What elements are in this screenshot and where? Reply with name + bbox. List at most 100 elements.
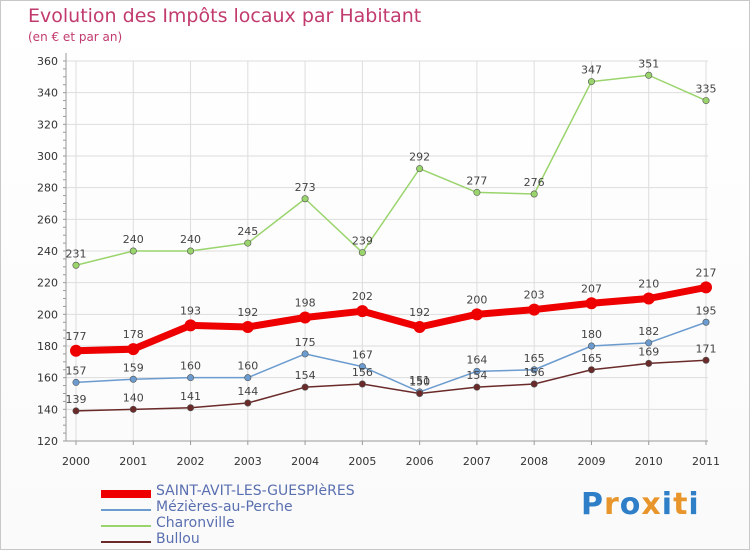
- x-tick-label: 2007: [463, 455, 491, 468]
- legend-swatch: [101, 541, 151, 543]
- legend-label: Mézières-au-Perche: [156, 499, 293, 515]
- y-tick-label: 140: [37, 403, 58, 416]
- chart-title: Evolution des Impôts locaux par Habitant: [28, 5, 422, 27]
- data-label: 351: [638, 57, 659, 70]
- x-tick-label: 2009: [577, 455, 605, 468]
- data-point: [184, 319, 197, 332]
- data-point: [700, 281, 712, 294]
- legend-label: Bullou: [156, 531, 200, 547]
- y-tick-label: 120: [37, 435, 58, 448]
- data-point: [244, 374, 252, 382]
- series-line: [75, 359, 707, 412]
- data-point: [129, 375, 137, 383]
- data-point: [187, 374, 195, 382]
- data-label: 276: [524, 176, 545, 189]
- x-tick-label: 2010: [635, 455, 663, 468]
- legend-label: SAINT-AVIT-LES-GUESPIèRES: [156, 483, 355, 499]
- data-point: [645, 71, 653, 79]
- data-point: [129, 247, 137, 255]
- data-point: [129, 405, 137, 413]
- series-line: [75, 283, 707, 355]
- y-tick-label: 220: [37, 277, 58, 290]
- logo-letter: x: [641, 487, 662, 522]
- y-tick-label: 300: [37, 150, 58, 163]
- data-point: [187, 247, 195, 255]
- data-label: 154: [295, 369, 316, 382]
- y-tick-label: 240: [37, 245, 58, 258]
- data-point: [530, 380, 538, 388]
- legend-label: Charonville: [156, 515, 235, 531]
- y-tick-label: 280: [37, 182, 58, 195]
- data-point: [702, 97, 710, 105]
- logo-letter: r: [604, 487, 620, 522]
- data-point: [299, 311, 312, 324]
- legend-swatch: [101, 490, 151, 498]
- data-label: 160: [237, 360, 258, 373]
- data-label: 156: [524, 366, 545, 379]
- data-point: [416, 165, 424, 173]
- x-tick-label: 2002: [177, 455, 205, 468]
- data-point: [585, 297, 598, 310]
- x-tick-label: 2008: [520, 455, 548, 468]
- data-label: 178: [123, 328, 144, 341]
- series-line: [75, 74, 707, 266]
- legend-swatch: [101, 509, 151, 511]
- data-label: 192: [409, 306, 430, 319]
- data-point: [473, 367, 481, 375]
- proxiti-logo: Proxiti: [581, 487, 700, 522]
- data-label: 175: [295, 336, 316, 349]
- data-label: 202: [352, 290, 373, 303]
- x-tick-label: 2000: [62, 455, 90, 468]
- y-tick-label: 180: [37, 340, 58, 353]
- data-point: [702, 356, 710, 364]
- data-point: [72, 378, 80, 386]
- data-label: 160: [180, 360, 201, 373]
- data-label: 277: [466, 174, 487, 187]
- data-label: 195: [696, 304, 717, 317]
- data-label: 164: [466, 353, 487, 366]
- data-point: [70, 344, 82, 357]
- data-label: 141: [180, 390, 201, 403]
- data-point: [72, 407, 80, 415]
- y-tick-label: 200: [37, 308, 58, 321]
- data-point: [301, 350, 309, 358]
- x-tick-label: 2005: [348, 455, 376, 468]
- data-point: [301, 195, 309, 203]
- logo-letter: o: [619, 487, 642, 522]
- y-tick-label: 160: [37, 372, 58, 385]
- data-label: 198: [295, 297, 316, 310]
- logo-letter: P: [581, 487, 604, 522]
- data-point: [187, 404, 195, 412]
- data-point: [356, 305, 369, 318]
- data-point: [473, 188, 481, 196]
- data-point: [72, 261, 80, 269]
- data-point: [528, 303, 541, 316]
- data-point: [530, 190, 538, 198]
- data-point: [358, 249, 366, 257]
- data-point: [244, 239, 252, 247]
- data-point: [702, 318, 710, 326]
- data-label: 144: [237, 385, 258, 398]
- data-label: 151: [409, 374, 430, 387]
- data-label: 165: [524, 352, 545, 365]
- data-point: [301, 383, 309, 391]
- data-label: 171: [696, 342, 717, 355]
- y-tick-label: 260: [37, 213, 58, 226]
- data-point: [416, 389, 424, 397]
- data-label: 335: [696, 83, 717, 96]
- logo-letter: i: [688, 487, 700, 522]
- data-label: 159: [123, 361, 144, 374]
- data-label: 150: [409, 376, 430, 389]
- data-point: [645, 339, 653, 347]
- chart-subtitle: (en € et par an): [28, 30, 123, 44]
- data-label: 167: [352, 349, 373, 362]
- logo-letter: t: [673, 487, 689, 522]
- logo-letter: i: [661, 487, 674, 522]
- y-tick-label: 320: [37, 118, 58, 131]
- data-label: 193: [180, 304, 201, 317]
- data-label: 217: [696, 266, 717, 279]
- data-point: [530, 366, 538, 374]
- data-label: 154: [466, 369, 487, 382]
- y-tick-label: 360: [37, 55, 58, 68]
- data-point: [358, 380, 366, 388]
